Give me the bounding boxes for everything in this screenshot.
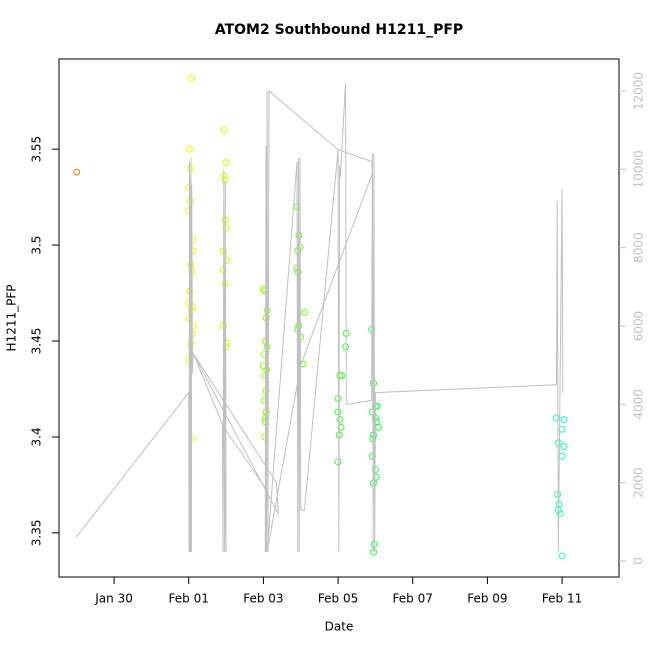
- y-tick-label: 3.45: [30, 328, 44, 355]
- point: [558, 552, 566, 560]
- y2-tick-label: 12000: [632, 72, 646, 110]
- point: [73, 168, 81, 176]
- x-tick-label: Jan 30: [94, 592, 133, 606]
- point: [222, 224, 230, 232]
- plot-frame: [58, 58, 620, 578]
- point: [188, 74, 196, 82]
- point: [219, 266, 227, 274]
- point: [337, 423, 345, 431]
- altitude-line: [75, 83, 564, 553]
- y2-tick-label: 6000: [632, 311, 646, 342]
- point: [560, 416, 568, 424]
- y2-tick-label: 0: [632, 557, 646, 565]
- point: [554, 491, 562, 499]
- point: [336, 372, 344, 380]
- y2-tick-label: 8000: [632, 232, 646, 263]
- point: [556, 510, 564, 518]
- point: [222, 159, 230, 167]
- point: [558, 452, 566, 460]
- x-tick-label: Feb 09: [467, 592, 507, 606]
- point: [558, 425, 566, 433]
- y2-tick-label: 10000: [632, 150, 646, 188]
- x-axis-label: Date: [325, 620, 354, 634]
- point: [185, 145, 193, 153]
- x-tick-label: Feb 05: [318, 592, 358, 606]
- y-tick-label: 3.5: [30, 236, 44, 255]
- y-tick-label: 3.55: [30, 136, 44, 163]
- y2-tick-label: 4000: [632, 389, 646, 420]
- x-tick-label: Feb 11: [542, 592, 582, 606]
- point: [334, 458, 342, 466]
- point: [552, 414, 560, 422]
- x-tick-label: Feb 03: [243, 592, 283, 606]
- point: [336, 416, 344, 424]
- y-axis-label: H1211_PFP: [5, 285, 19, 352]
- point: [374, 423, 382, 431]
- y2-tick-label: 2000: [632, 467, 646, 498]
- y-tick-label: 3.4: [30, 427, 44, 446]
- x-tick-label: Feb 07: [393, 592, 433, 606]
- y-tick-label: 3.35: [30, 520, 44, 547]
- point: [294, 247, 302, 255]
- point: [220, 126, 228, 134]
- point: [300, 308, 308, 316]
- x-tick-label: Feb 01: [169, 592, 209, 606]
- point: [342, 343, 350, 351]
- chart-title: ATOM2 Southbound H1211_PFP: [215, 22, 463, 38]
- point: [560, 443, 568, 451]
